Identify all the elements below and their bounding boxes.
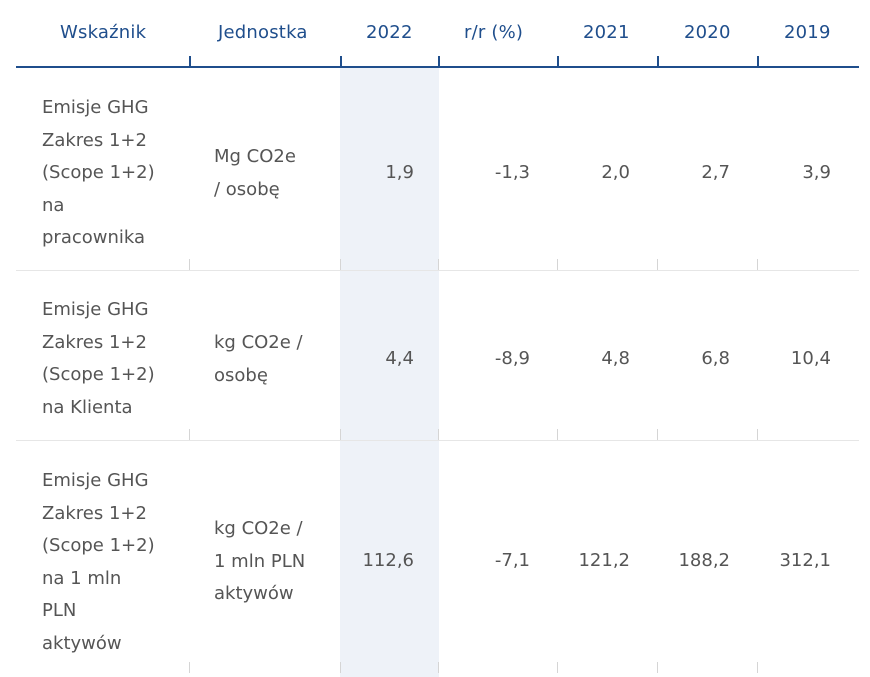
value-2019: 312,1 (779, 550, 831, 571)
header-tick (557, 56, 559, 67)
table-header: Wskaźnik Jednostka 2022 r/r (%) 2021 202… (16, 0, 859, 68)
indicator-line: Zakres 1+2 (42, 129, 147, 151)
column-stub (657, 429, 658, 440)
value-2021: 4,8 (601, 348, 630, 369)
row-divider (16, 270, 859, 271)
indicator-line: Emisje GHG (42, 470, 149, 491)
column-stub (557, 429, 558, 440)
value-yoy: -8,9 (494, 348, 530, 369)
column-stub (757, 429, 758, 440)
indicator-line: Emisje GHG (42, 299, 149, 320)
column-stub (438, 662, 439, 673)
value-2021: 2,0 (601, 162, 630, 183)
header-yoy: r/r (%) (464, 22, 524, 43)
indicator-line: (Scope 1+2) (42, 162, 155, 183)
unit-line: kg CO2e / (214, 332, 303, 353)
column-stub (557, 662, 558, 673)
header-tick (757, 56, 759, 67)
value-2021: 121,2 (578, 550, 630, 571)
indicator-line: (Scope 1+2) (42, 535, 155, 556)
value-2020: 2,7 (701, 162, 730, 183)
column-stub (657, 259, 658, 270)
indicator-line: aktywów (42, 632, 122, 654)
header-2020: 2020 (684, 22, 731, 43)
indicator-line: na 1 mln (42, 567, 122, 589)
indicator-line: Emisje GHG (42, 97, 149, 118)
table-row: Emisje GHG Zakres 1+2 (Scope 1+2) na pra… (16, 68, 859, 270)
unit-cell: Mg CO2e / osobę (214, 141, 344, 206)
column-stub (340, 259, 341, 270)
indicator-cell: Emisje GHG Zakres 1+2 (Scope 1+2) na 1 m… (42, 465, 192, 660)
value-2019: 10,4 (790, 348, 831, 369)
indicator-line: (Scope 1+2) (42, 364, 155, 385)
unit-line: osobę (214, 364, 268, 386)
value-2019: 3,9 (802, 162, 831, 183)
header-rule (16, 66, 859, 68)
column-stub (657, 662, 658, 673)
indicator-line: PLN (42, 600, 77, 621)
indicator-line: na (42, 194, 65, 216)
column-stub (757, 259, 758, 270)
indicator-line: na Klienta (42, 396, 133, 418)
table-row: Emisje GHG Zakres 1+2 (Scope 1+2) na Kli… (16, 271, 859, 440)
header-2022: 2022 (366, 22, 413, 43)
indicator-cell: Emisje GHG Zakres 1+2 (Scope 1+2) na pra… (42, 92, 192, 255)
value-2022: 112,6 (362, 550, 414, 571)
indicator-line: Zakres 1+2 (42, 331, 147, 353)
indicator-line: Zakres 1+2 (42, 502, 147, 524)
row-divider (16, 440, 859, 441)
column-stub (189, 429, 190, 440)
indicator-cell: Emisje GHG Zakres 1+2 (Scope 1+2) na Kli… (42, 294, 192, 424)
header-unit: Jednostka (218, 22, 308, 43)
column-stub (557, 259, 558, 270)
header-tick (189, 56, 191, 67)
header-tick (340, 56, 342, 67)
value-2020: 188,2 (678, 550, 730, 571)
unit-line: 1 mln PLN (214, 550, 306, 572)
highlighted-column-2022 (340, 68, 439, 677)
header-2021: 2021 (583, 22, 630, 43)
column-stub (438, 259, 439, 270)
unit-cell: kg CO2e / osobę (214, 327, 344, 392)
column-stub (340, 662, 341, 673)
value-2022: 4,4 (385, 348, 414, 369)
column-stub (189, 662, 190, 673)
header-tick (657, 56, 659, 67)
unit-line: Mg CO2e (214, 146, 296, 167)
indicator-line: pracownika (42, 227, 146, 248)
column-stub (438, 429, 439, 440)
unit-line: / osobę (214, 178, 280, 200)
unit-line: aktywów (214, 583, 294, 604)
header-2019: 2019 (784, 22, 831, 43)
value-yoy: -1,3 (494, 162, 530, 183)
column-stub (757, 662, 758, 673)
value-yoy: -7,1 (494, 550, 530, 571)
value-2020: 6,8 (701, 348, 730, 369)
header-tick (438, 56, 440, 67)
column-stub (189, 259, 190, 270)
table-row: Emisje GHG Zakres 1+2 (Scope 1+2) na 1 m… (16, 441, 859, 677)
value-2022: 1,9 (385, 162, 414, 183)
unit-line: kg CO2e / (214, 518, 303, 539)
unit-cell: kg CO2e / 1 mln PLN aktywów (214, 513, 344, 611)
column-stub (340, 429, 341, 440)
header-indicator: Wskaźnik (60, 22, 147, 43)
